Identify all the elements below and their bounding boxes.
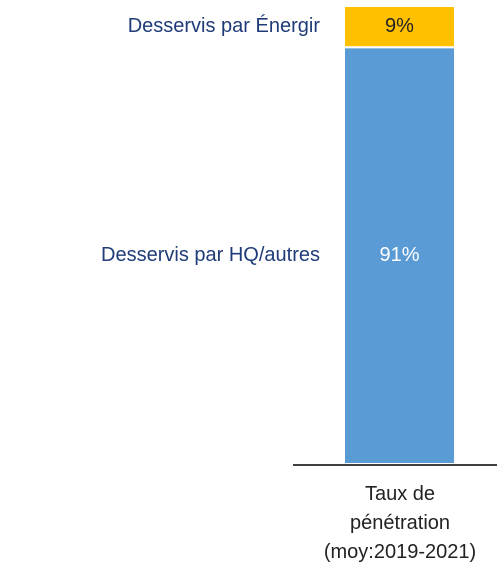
legend-label: Desservis par HQ/autres [101, 244, 320, 266]
data-label: 91% [379, 244, 419, 266]
data-label: 9% [385, 15, 414, 37]
x-tick-label: Taux de pénétration (moy:2019-2021) [323, 483, 477, 563]
bar-segment [343, 46, 456, 465]
bar-segment [343, 5, 456, 49]
legend-label: Desservis par Énergir [128, 14, 321, 37]
